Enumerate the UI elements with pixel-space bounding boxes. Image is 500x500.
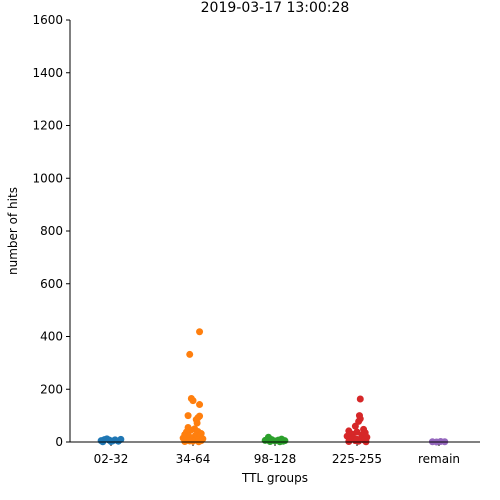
y-axis-ticks: 0 200 400 600 800 1000 1200 1400 1600	[32, 13, 70, 449]
y-tick-label: 1600	[32, 13, 63, 27]
y-tick-label: 400	[40, 330, 63, 344]
data-point-34-64	[196, 401, 204, 409]
y-tick-label: 1200	[32, 119, 63, 133]
data-point-225-255	[351, 422, 359, 430]
y-tick-label: 600	[40, 277, 63, 291]
y-tick-label: 800	[40, 224, 63, 238]
x-tick-label: 225-255	[332, 452, 382, 466]
data-point-02-32	[107, 437, 115, 445]
data-points	[97, 328, 449, 446]
data-point-34-64	[189, 397, 197, 405]
data-point-34-64	[186, 437, 194, 445]
y-tick-label: 200	[40, 382, 63, 396]
y-tick-label: 1000	[32, 171, 63, 185]
x-tick-label: 34-64	[176, 452, 211, 466]
chart-title: 2019-03-17 13:00:28	[201, 0, 350, 16]
data-point-34-64	[186, 350, 194, 358]
y-tick-label: 1400	[32, 66, 63, 80]
data-point-34-64	[184, 412, 192, 420]
data-point-225-255	[353, 435, 361, 443]
data-point-02-32	[117, 435, 125, 443]
y-axis-label: number of hits	[6, 187, 20, 275]
data-point-225-255	[356, 395, 364, 403]
data-point-98-128	[279, 437, 287, 445]
x-axis-label: TTL groups	[241, 471, 308, 485]
data-point-34-64	[193, 419, 201, 427]
x-tick-label: 02-32	[94, 452, 129, 466]
y-tick-label: 0	[55, 435, 63, 449]
data-point-34-64	[196, 328, 204, 336]
data-point-225-255	[345, 437, 353, 445]
data-point-98-128	[266, 437, 274, 445]
x-axis-ticks: 02-32 34-64 98-128 225-255 remain	[94, 442, 460, 466]
x-tick-label: 98-128	[254, 452, 297, 466]
x-tick-label: remain	[418, 452, 460, 466]
